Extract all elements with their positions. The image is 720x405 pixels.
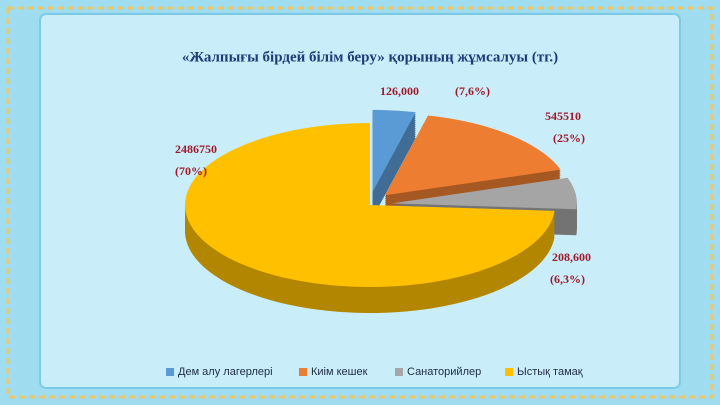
legend-swatch bbox=[299, 368, 307, 376]
percent-label: (6,3%) bbox=[550, 272, 585, 286]
value-label: 2486750 bbox=[175, 142, 217, 156]
legend-swatch bbox=[505, 368, 513, 376]
legend-swatch bbox=[166, 368, 174, 376]
legend-label: Киім кешек bbox=[311, 366, 368, 378]
slice bbox=[384, 115, 561, 196]
percent-label: (7,6%) bbox=[455, 84, 490, 98]
legend-swatch bbox=[395, 368, 403, 376]
slice bbox=[372, 109, 416, 192]
value-label: 208,600 bbox=[552, 250, 591, 264]
legend-label: Санаторийлер bbox=[407, 366, 481, 378]
percent-label: (25%) bbox=[553, 131, 585, 145]
legend-label: Дем алу лагерлері bbox=[178, 366, 273, 378]
chart-title: «Жалпығы бірдей білім беру» қорының жұмс… bbox=[182, 49, 558, 65]
value-label: 545510 bbox=[545, 109, 581, 123]
ornament bbox=[6, 6, 714, 399]
slice bbox=[391, 177, 577, 210]
slice bbox=[185, 123, 555, 287]
percent-label: (70%) bbox=[175, 164, 207, 178]
legend-label: Ыстық тамақ bbox=[517, 366, 583, 378]
value-label: 126,000 bbox=[380, 84, 419, 98]
